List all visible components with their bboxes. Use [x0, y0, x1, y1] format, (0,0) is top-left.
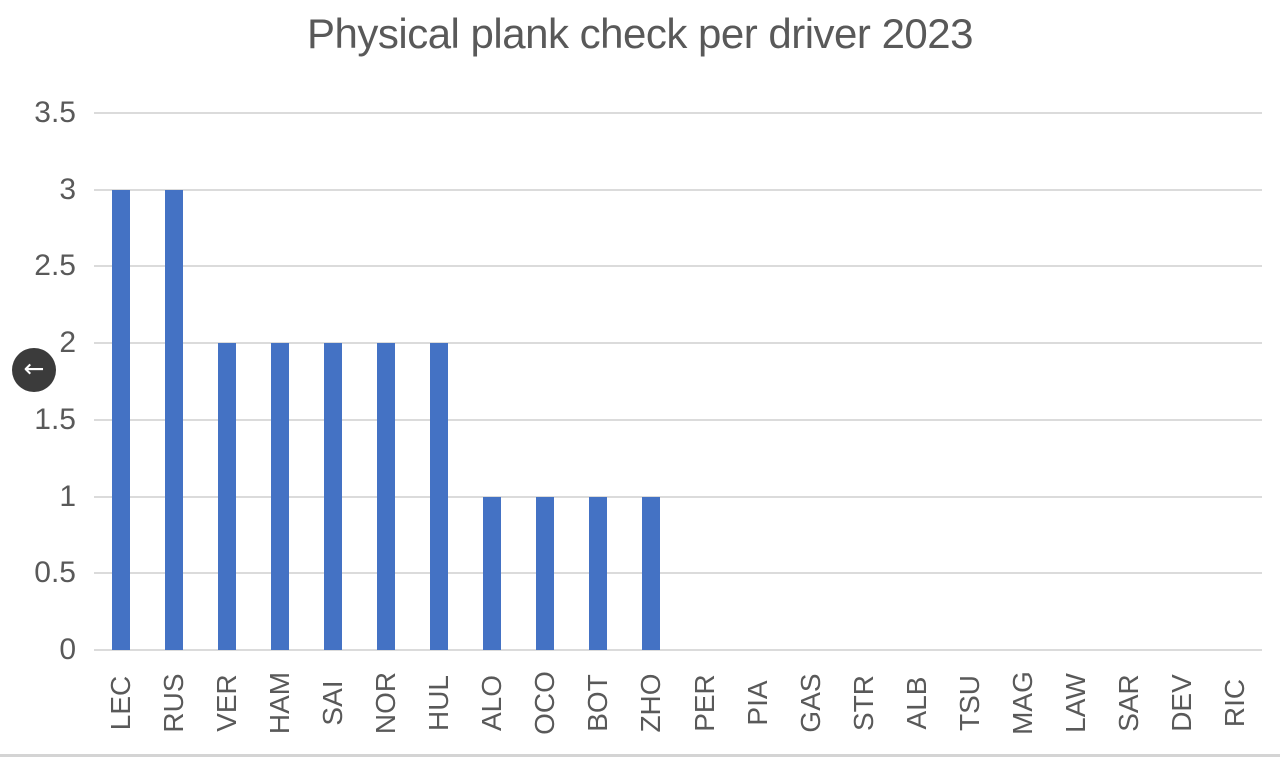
y-axis-tick-label: 1: [59, 479, 76, 513]
chart-title: Physical plank check per driver 2023: [306, 10, 974, 57]
gridline-y-0: [94, 649, 1262, 651]
y-axis-tick-label: 2.5: [34, 249, 76, 283]
bar-OCO: [536, 496, 555, 650]
x-axis-tick-label-LEC: LEC: [104, 675, 136, 731]
x-axis-tick-label-RIC: RIC: [1219, 678, 1251, 728]
gridline-y-1.5: [94, 418, 1262, 421]
back-button[interactable]: ←: [12, 348, 56, 392]
bar-VER: [217, 343, 236, 650]
bar-HUL: [430, 343, 449, 650]
gridline-y-1: [94, 495, 1262, 498]
x-axis-tick-label-RUS: RUS: [157, 673, 189, 733]
x-axis-tick-label-DEV: DEV: [1166, 674, 1198, 732]
gridline-y-2.5: [94, 265, 1262, 268]
y-axis-tick-label: 3.5: [34, 96, 76, 129]
x-axis-tick-label-PIA: PIA: [741, 680, 773, 726]
bar-BOT: [589, 496, 608, 650]
x-axis-tick-label-SAR: SAR: [1113, 674, 1145, 732]
x-axis-tick-label-STR: STR: [847, 675, 879, 731]
x-axis-tick-label-ZHO: ZHO: [635, 673, 667, 733]
gridline-y-3: [94, 188, 1262, 191]
x-axis-tick-label-BOT: BOT: [582, 674, 614, 732]
bar-NOR: [377, 343, 395, 650]
x-axis-tick-label-GAS: GAS: [794, 673, 826, 733]
x-axis-tick-label-HAM: HAM: [263, 671, 295, 735]
y-axis-tick-label: 0.5: [34, 556, 76, 590]
y-axis-tick-label: 2: [59, 326, 76, 360]
x-axis-tick-label-TSU: TSU: [954, 675, 985, 731]
x-axis-tick-label-ALB: ALB: [900, 676, 932, 730]
bar-SAI: [323, 343, 342, 650]
left-arrow-icon: ←: [23, 354, 45, 383]
bottom-divider: [0, 754, 1280, 757]
x-axis-tick-label-VER: VER: [210, 674, 242, 732]
x-axis-tick-label-MAG: MAG: [1007, 671, 1039, 735]
y-axis-tick-label: 1.5: [34, 402, 76, 436]
gridline-y-3.5: [94, 112, 1262, 114]
bar-ALO: [483, 496, 502, 650]
bar-ZHO: [642, 496, 661, 650]
y-axis-tick-label: 3: [59, 172, 76, 206]
x-axis-tick-label-ALO: ALO: [476, 674, 508, 732]
bar-HAM: [270, 343, 289, 650]
x-axis-tick-label-PER: PER: [688, 674, 720, 732]
bar-RUS: [164, 189, 183, 650]
y-axis-tick-label: 0: [59, 633, 76, 666]
gridline-y-0.5: [94, 572, 1262, 575]
gridline-y-2: [94, 342, 1262, 345]
x-axis-tick-label-HUL: HUL: [423, 674, 455, 732]
x-axis-tick-label-LAW: LAW: [1060, 673, 1092, 733]
x-axis-tick-label-NOR: NOR: [370, 671, 401, 735]
bar-LEC: [111, 189, 130, 650]
x-axis-tick-label-SAI: SAI: [316, 680, 348, 726]
x-axis-tick-label-OCO: OCO: [529, 671, 561, 735]
